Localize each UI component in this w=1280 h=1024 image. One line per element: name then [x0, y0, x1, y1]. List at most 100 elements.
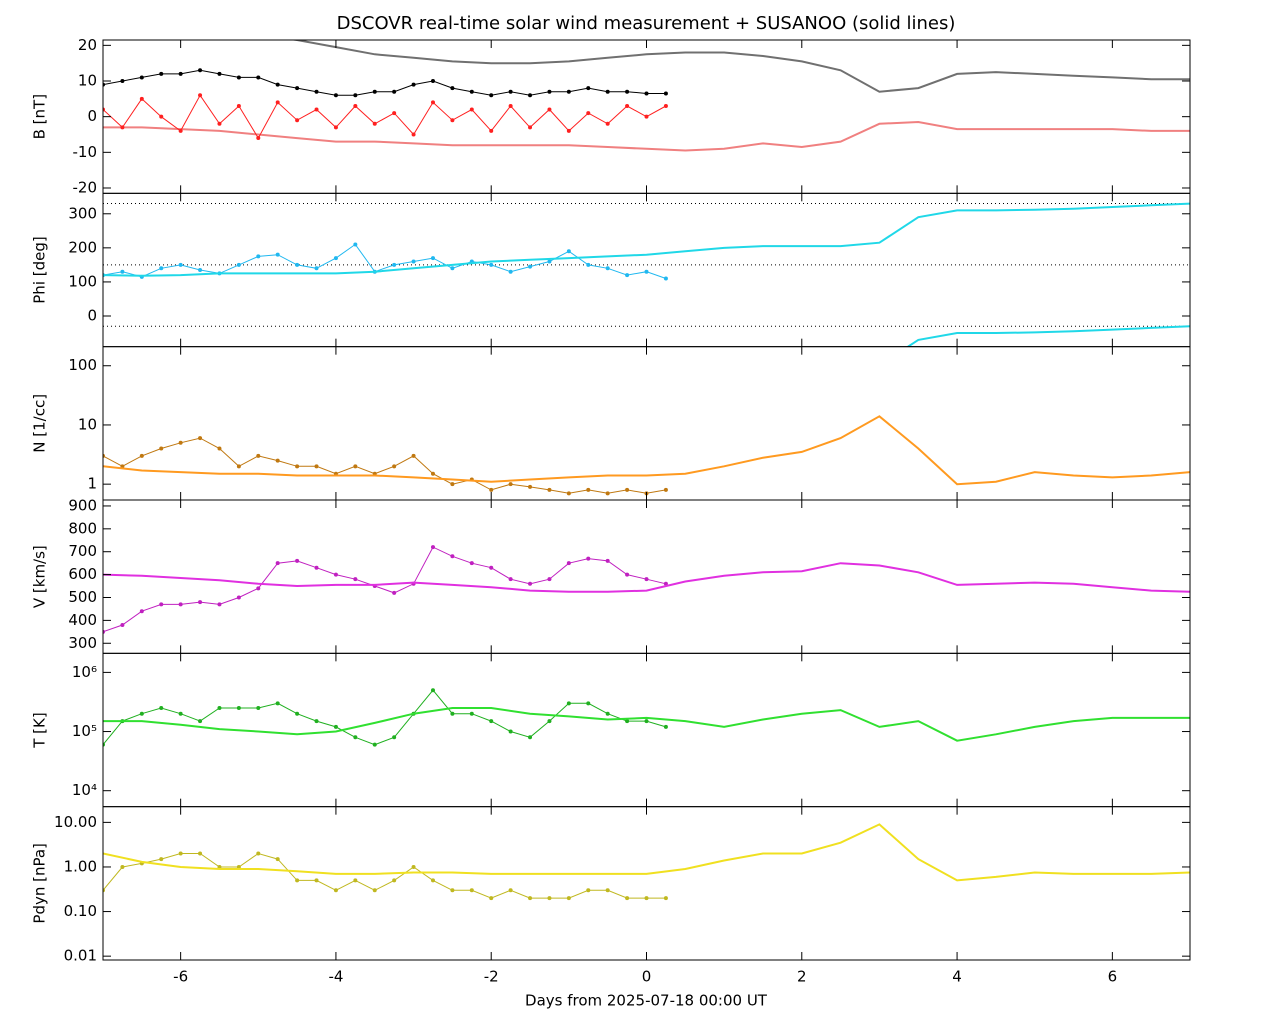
y-tick-label: 10⁶ [72, 663, 97, 681]
measured-point [392, 590, 397, 595]
x-tick-label: -2 [484, 968, 499, 986]
x-tick-label: 2 [797, 968, 807, 986]
measured-point [547, 896, 552, 901]
measured-point [663, 103, 668, 108]
y-tick-label: 0.01 [64, 947, 97, 965]
measured-point [295, 558, 300, 563]
measured-point [295, 711, 300, 716]
panel [103, 202, 1190, 347]
measured-point [566, 89, 571, 94]
measured-point [625, 103, 630, 108]
model-line [103, 202, 1190, 277]
measured-point [236, 464, 241, 469]
y-tick-label: 100 [68, 356, 97, 374]
measured-point [120, 79, 125, 84]
measured-point [256, 254, 261, 259]
measured-point [236, 595, 241, 600]
measured-point [314, 878, 319, 883]
y-tick-label: 200 [68, 238, 97, 256]
measured-point [508, 482, 513, 487]
measured-point [275, 82, 280, 87]
measured-point [353, 735, 358, 740]
measured-point [275, 458, 280, 463]
measured-point [159, 706, 164, 711]
measured-point [236, 864, 241, 869]
measured-point [256, 136, 261, 141]
measured-point [663, 276, 668, 281]
measured-point [178, 602, 183, 607]
model-line [103, 823, 1190, 882]
measured-point [198, 436, 203, 441]
measured-point [353, 93, 358, 98]
measured-point [275, 100, 280, 105]
measured-point [236, 75, 241, 80]
measured-point [159, 71, 164, 76]
y-tick-label: 400 [68, 611, 97, 629]
measured-point [586, 888, 591, 893]
measured-point [469, 89, 474, 94]
measured-point [547, 577, 552, 582]
measured-point [663, 91, 668, 96]
measured-point [372, 742, 377, 747]
measured-point [353, 464, 358, 469]
measured-point [430, 545, 435, 550]
measured-trace [103, 852, 666, 899]
measured-point [120, 269, 125, 274]
measured-point [275, 701, 280, 706]
measured-trace [103, 243, 667, 279]
measured-point [159, 446, 164, 451]
x-tick-label: 6 [1108, 968, 1118, 986]
measured-point [256, 851, 261, 856]
y-tick-label: 100 [68, 272, 97, 290]
measured-point [450, 711, 455, 716]
y-tick-label: 1 [87, 475, 97, 493]
x-axis-label: Days from 2025-07-18 00:00 UT [525, 992, 768, 1010]
y-tick-label: 20 [78, 36, 97, 54]
measured-trace [103, 437, 666, 494]
measured-point [566, 561, 571, 566]
measured-point [586, 556, 591, 561]
y-tick-label: -20 [73, 178, 98, 196]
measured-point [450, 482, 455, 487]
measured-point [139, 609, 144, 614]
measured-point [411, 82, 416, 87]
model-line [906, 325, 1190, 347]
measured-point [353, 577, 358, 582]
measured-point [663, 487, 668, 492]
measured-point [217, 706, 222, 711]
measured-point [411, 259, 416, 264]
measured-point [469, 561, 474, 566]
y-tick-label: 10.00 [54, 813, 97, 831]
measured-point [586, 487, 591, 492]
measured-point [178, 440, 183, 445]
measured-point [489, 487, 494, 492]
measured-point [217, 602, 222, 607]
measured-point [217, 71, 222, 76]
y-tick-label: 500 [68, 588, 97, 606]
y-tick-label: 900 [68, 496, 97, 514]
measured-point [139, 96, 144, 101]
measured-point [295, 86, 300, 91]
measured-trace [103, 546, 667, 633]
measured-point [275, 561, 280, 566]
measured-trace [103, 689, 667, 746]
measured-point [372, 89, 377, 94]
x-tick-label: -4 [328, 968, 343, 986]
measured-point [450, 266, 455, 271]
measured-point [469, 107, 474, 112]
measured-point [120, 622, 125, 627]
measured-point [586, 262, 591, 267]
y-tick-label: 1.00 [64, 857, 97, 875]
measured-point [605, 558, 610, 563]
measured-point [489, 896, 494, 901]
measured-point [159, 114, 164, 119]
measured-point [314, 565, 319, 570]
measured-point [625, 719, 630, 724]
measured-point [625, 273, 630, 278]
measured-point [469, 711, 474, 716]
measured-point [605, 89, 610, 94]
measured-point [256, 453, 261, 458]
panel [103, 40, 1190, 152]
measured-point [430, 688, 435, 693]
